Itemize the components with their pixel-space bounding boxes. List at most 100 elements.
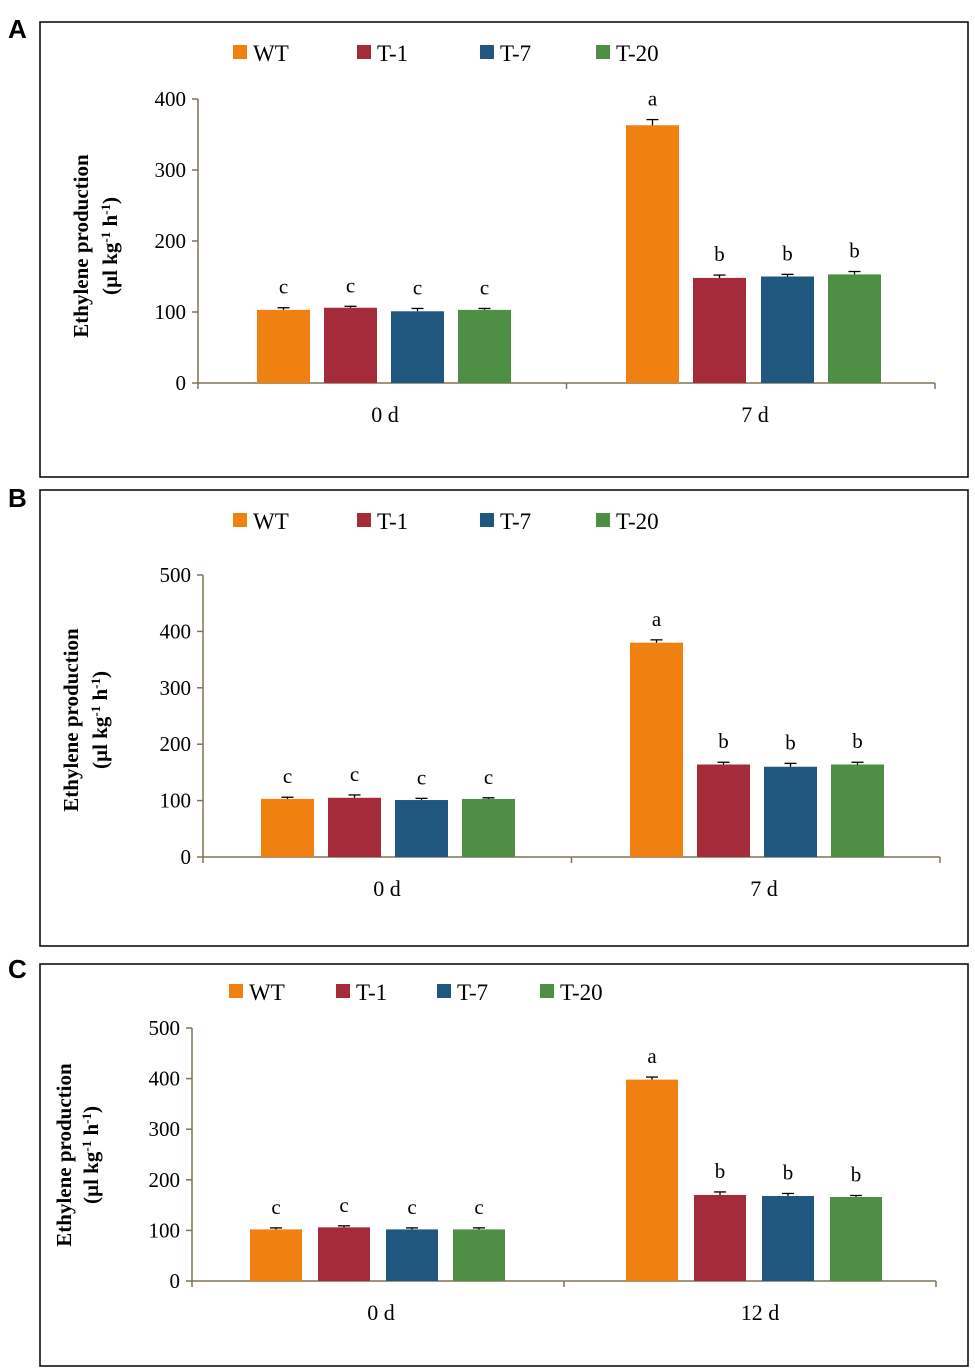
- panel-frame: [39, 21, 969, 478]
- y-tick-label: 0: [181, 845, 192, 869]
- bar-t-20-0d: [462, 798, 515, 857]
- significance-letter: a: [647, 1044, 657, 1068]
- legend-label-wt: WT: [253, 509, 289, 534]
- y-tick-label: 300: [149, 1117, 181, 1141]
- panel-frame: [39, 489, 969, 947]
- bar-t-7-0d: [391, 311, 444, 383]
- unit-superscript: -1: [88, 706, 103, 717]
- legend-swatch-t-20: [540, 984, 554, 998]
- y-axis-label: Ethylene production: [69, 154, 93, 338]
- significance-letter: c: [350, 762, 359, 786]
- chart-panel-b: B 0 100 200 300 400 500 0 d 7 d c a c b c b c b WT T-1 T-7 T…: [8, 483, 969, 947]
- y-axis-label: Ethylene production: [59, 628, 83, 812]
- bar-t-20-0d: [453, 1229, 505, 1281]
- significance-letter: b: [852, 729, 863, 753]
- y-tick-label: 400: [155, 87, 187, 111]
- legend-swatch-t-1: [336, 984, 350, 998]
- legend-label-t-20: T-20: [616, 509, 659, 534]
- x-category-label: 12 d: [741, 1300, 780, 1325]
- significance-letter: a: [648, 87, 658, 111]
- bar-t-1-12d: [694, 1194, 746, 1281]
- significance-letter: c: [417, 765, 426, 789]
- legend-label-t-7: T-7: [457, 980, 488, 1005]
- significance-letter: c: [484, 765, 493, 789]
- significance-letter: b: [851, 1162, 862, 1186]
- significance-letter: b: [785, 730, 796, 754]
- x-category-label: 7 d: [741, 402, 769, 427]
- significance-letter: b: [714, 242, 725, 266]
- legend-label-t-1: T-1: [356, 980, 387, 1005]
- significance-letter: c: [346, 273, 355, 297]
- significance-letter: b: [783, 1160, 794, 1184]
- unit-text: (µl kg: [88, 716, 112, 769]
- significance-letter: b: [849, 239, 860, 263]
- panel-letter: A: [8, 14, 27, 44]
- legend-swatch-t-20: [596, 45, 610, 59]
- legend-swatch-t-20: [596, 513, 610, 527]
- bar-t-1-0d: [318, 1227, 370, 1281]
- y-tick-label: 200: [149, 1168, 181, 1192]
- x-category-label: 0 d: [367, 1300, 395, 1325]
- unit-superscript: -1: [79, 1141, 94, 1152]
- legend-label-t-20: T-20: [560, 980, 603, 1005]
- y-tick-label: 500: [149, 1016, 181, 1040]
- unit-text: ): [88, 671, 112, 678]
- significance-letter: b: [715, 1159, 726, 1183]
- y-axis-unit-label: (µl kg-1 h-1): [88, 671, 113, 769]
- chart-panel-c: C 0 100 200 300 400 500 0 d 12 d c a c b c b c b WT T-1 T-7…: [8, 954, 969, 1367]
- significance-letter: c: [339, 1193, 348, 1217]
- unit-superscript: -1: [79, 1113, 94, 1124]
- unit-text: ): [79, 1106, 103, 1113]
- x-category-label: 7 d: [750, 876, 778, 901]
- bar-wt-0d: [250, 1229, 302, 1281]
- bar-t-20-12d: [830, 1197, 882, 1281]
- significance-letter: b: [718, 729, 729, 753]
- significance-letter: b: [782, 241, 793, 265]
- significance-letter: a: [652, 607, 662, 631]
- bar-t-1-7d: [697, 764, 750, 857]
- unit-text: (µl kg: [79, 1151, 103, 1204]
- panel-letter: B: [8, 483, 27, 513]
- legend-label-wt: WT: [249, 980, 285, 1005]
- bar-t-7-7d: [761, 276, 814, 383]
- legend-swatch-t-1: [357, 513, 371, 527]
- unit-text: h: [98, 215, 122, 232]
- unit-superscript: -1: [98, 232, 113, 243]
- bar-wt-12d: [626, 1079, 678, 1281]
- unit-text: h: [79, 1124, 103, 1141]
- legend-label-t-1: T-1: [377, 509, 408, 534]
- y-tick-label: 400: [149, 1067, 181, 1091]
- significance-letter: c: [480, 275, 489, 299]
- y-axis-unit-label: (µl kg-1 h-1): [98, 197, 123, 295]
- y-tick-label: 100: [160, 789, 192, 813]
- bar-wt-0d: [257, 309, 310, 383]
- legend-swatch-wt: [233, 45, 247, 59]
- significance-letter: c: [413, 275, 422, 299]
- chart-panel-a: A 0 100 200 300 400 0 d 7 d c a c b c b c b WT T-1 T-7 T-20…: [8, 14, 969, 478]
- y-tick-label: 300: [155, 158, 187, 182]
- unit-superscript: -1: [88, 678, 103, 689]
- y-tick-label: 100: [155, 300, 187, 324]
- legend-swatch-t-7: [480, 513, 494, 527]
- legend-swatch-t-7: [437, 984, 451, 998]
- bar-t-7-7d: [764, 766, 817, 857]
- bar-wt-7d: [630, 642, 683, 857]
- bar-t-1-7d: [693, 277, 746, 383]
- legend-swatch-wt: [229, 984, 243, 998]
- y-tick-label: 300: [160, 676, 192, 700]
- legend-label-t-7: T-7: [500, 41, 531, 66]
- legend-swatch-wt: [233, 513, 247, 527]
- bar-t-7-0d: [386, 1229, 438, 1281]
- y-tick-label: 500: [160, 563, 192, 587]
- bar-t-1-0d: [324, 307, 377, 383]
- unit-superscript: -1: [98, 204, 113, 215]
- y-axis-label: Ethylene production: [52, 1063, 76, 1247]
- panel-frame: [39, 963, 969, 1367]
- y-tick-label: 100: [149, 1218, 181, 1242]
- bar-t-7-0d: [395, 800, 448, 857]
- y-tick-label: 400: [160, 619, 192, 643]
- bar-wt-0d: [261, 798, 314, 857]
- significance-letter: c: [474, 1195, 483, 1219]
- legend-label-t-1: T-1: [377, 41, 408, 66]
